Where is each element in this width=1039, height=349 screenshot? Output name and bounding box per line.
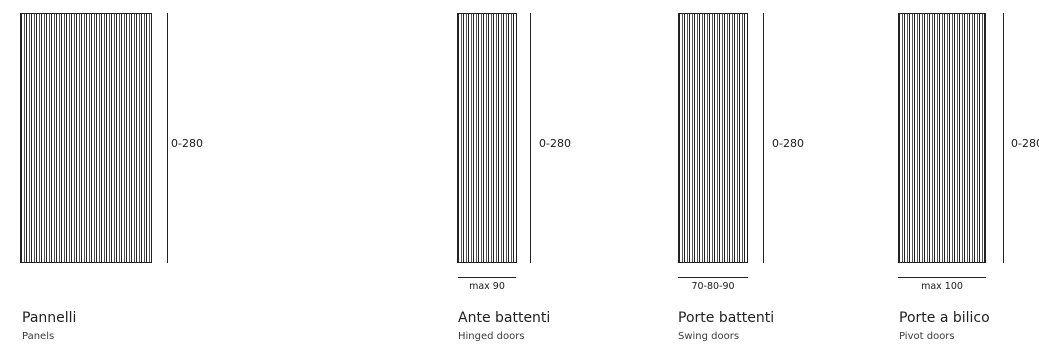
width-dimension-line <box>898 277 986 278</box>
width-dimension-line <box>678 277 748 278</box>
item-subtitle-swing-doors: Swing doors <box>678 331 740 342</box>
panel-drawing <box>20 13 152 263</box>
item-subtitle-pivot-doors: Pivot doors <box>899 331 955 342</box>
height-dimension-line <box>1003 13 1004 263</box>
swing-door-drawing <box>678 13 748 263</box>
item-subtitle-panels: Panels <box>22 331 55 342</box>
height-label: 0-280 <box>171 137 203 150</box>
item-title-hinged-doors: Ante battenti <box>458 310 551 326</box>
height-dimension-line <box>167 13 168 263</box>
width-label: max 90 <box>469 281 505 292</box>
pivot-door-drawing <box>898 13 986 263</box>
height-label: 0-280 <box>539 137 571 150</box>
hinged-door-drawing <box>457 13 517 263</box>
height-label: 0-280 <box>1011 137 1039 150</box>
height-label: 0-280 <box>772 137 804 150</box>
item-title-panels: Pannelli <box>22 310 77 326</box>
width-label: max 100 <box>921 281 963 292</box>
item-subtitle-hinged-doors: Hinged doors <box>458 331 525 342</box>
width-dimension-line <box>458 277 516 278</box>
height-dimension-line <box>763 13 764 263</box>
height-dimension-line <box>530 13 531 263</box>
item-title-swing-doors: Porte battenti <box>678 310 775 326</box>
width-label: 70-80-90 <box>691 281 735 292</box>
item-title-pivot-doors: Porte a bilico <box>899 310 990 326</box>
